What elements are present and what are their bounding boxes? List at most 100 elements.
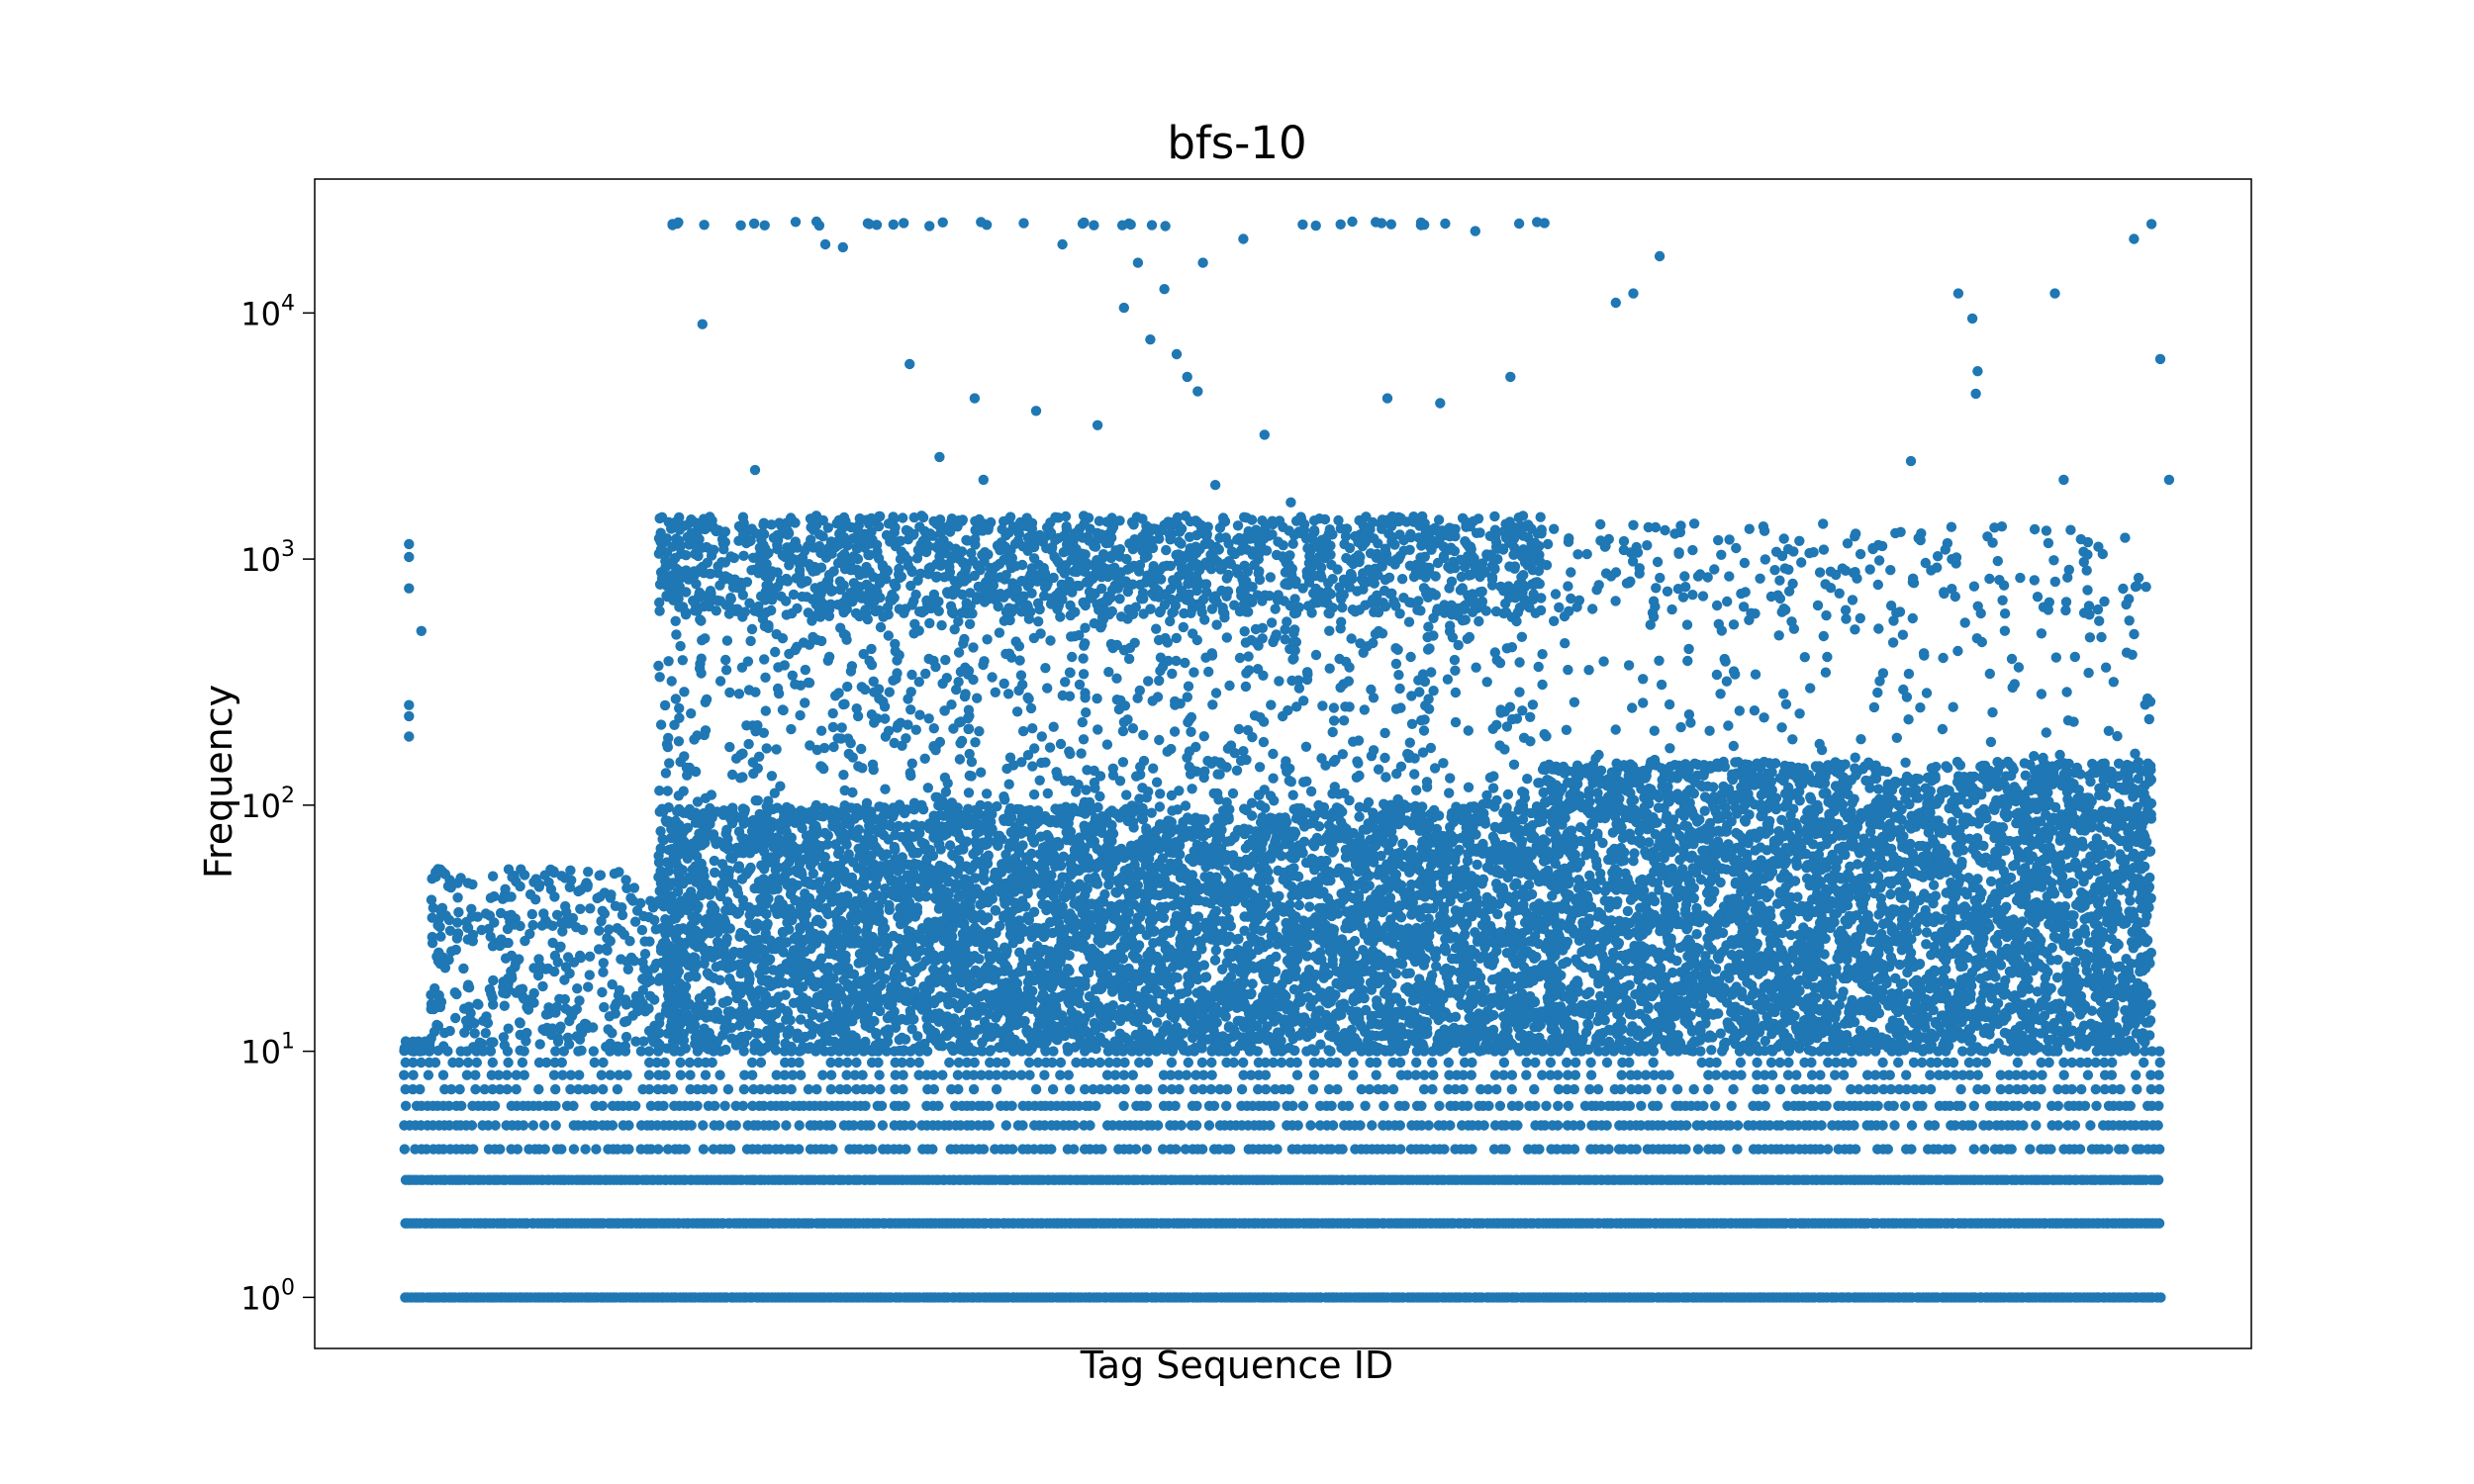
data-point [594, 925, 605, 936]
data-point [455, 873, 466, 883]
data-point [1306, 1044, 1317, 1055]
data-point [660, 1069, 671, 1080]
data-point [984, 1120, 995, 1131]
data-point [400, 1100, 412, 1112]
data-point [456, 1100, 467, 1112]
data-point [1888, 1100, 1899, 1112]
data-point [1821, 1083, 1833, 1095]
data-point [539, 870, 550, 881]
data-point [867, 1144, 878, 1155]
data-point [452, 892, 463, 903]
data-point [470, 1069, 481, 1080]
data-point [1428, 1069, 1439, 1080]
data-point [2153, 1083, 2165, 1095]
data-point [515, 984, 525, 995]
data-point [572, 983, 583, 994]
data-point [1419, 1069, 1430, 1080]
data-point [599, 1001, 610, 1013]
data-point [1284, 1083, 1295, 1095]
data-point [498, 987, 509, 998]
data-point [606, 889, 617, 900]
data-point [1068, 1144, 1080, 1155]
data-point [1966, 1120, 1978, 1131]
data-point [877, 1120, 889, 1131]
data-point [1955, 1083, 1966, 1095]
data-point [519, 1069, 529, 1080]
data-point [1291, 1057, 1302, 1068]
data-point [487, 1057, 498, 1068]
data-point [1925, 1069, 1936, 1080]
data-point [585, 903, 596, 914]
data-point [1394, 1120, 1406, 1131]
data-point [1752, 1057, 1762, 1068]
data-point [1096, 1144, 1107, 1155]
data-point [582, 1022, 594, 1034]
data-point [550, 1083, 561, 1095]
data-point [2006, 1144, 2017, 1155]
data-point [781, 1120, 792, 1131]
data-point [1980, 1057, 1992, 1068]
data-point [404, 538, 415, 550]
data-point [616, 954, 626, 965]
data-point [860, 1100, 871, 1112]
data-point [1512, 1120, 1523, 1131]
data-point [1872, 1100, 1883, 1112]
data-point [538, 1120, 550, 1131]
data-point [747, 1069, 758, 1080]
data-point [404, 583, 415, 594]
data-point [607, 1120, 618, 1131]
data-point [1692, 1144, 1704, 1155]
data-point [1270, 1100, 1281, 1112]
data-point [2153, 1069, 2164, 1080]
data-point [1276, 1057, 1287, 1068]
data-point [1091, 1100, 1101, 1112]
data-point [2058, 1069, 2069, 1080]
data-point [1063, 1069, 1075, 1080]
data-point [1736, 1069, 1747, 1080]
data-point [842, 1057, 853, 1068]
data-point [423, 1069, 434, 1080]
data-point [607, 978, 618, 990]
data-point [2052, 1120, 2064, 1131]
data-point [466, 1120, 478, 1131]
data-point [1307, 1083, 1319, 1095]
data-point [534, 961, 545, 972]
data-point [602, 945, 613, 956]
data-point [1506, 1083, 1518, 1095]
data-point [876, 1100, 888, 1112]
data-point [1932, 1057, 1943, 1068]
data-point [2046, 1144, 2056, 1155]
data-point [524, 888, 536, 900]
data-point [518, 1120, 529, 1131]
data-point [1816, 1120, 1827, 1131]
data-point [499, 1000, 510, 1011]
data-point [2013, 1100, 2024, 1112]
data-point [1171, 1144, 1182, 1155]
data-point [692, 1100, 703, 1112]
data-point [476, 924, 487, 936]
data-point [637, 957, 648, 968]
data-point [556, 1144, 567, 1155]
data-point [515, 1045, 525, 1056]
data-point [1925, 1083, 1937, 1095]
data-point [1574, 1120, 1586, 1131]
data-point [610, 1001, 620, 1012]
data-point [550, 1120, 561, 1131]
data-point [686, 1120, 697, 1131]
data-points [399, 216, 2175, 1303]
data-point [641, 976, 653, 988]
data-point [1563, 1100, 1574, 1112]
data-point [1260, 1069, 1272, 1080]
data-point [564, 1015, 575, 1027]
data-point [1735, 1057, 1747, 1068]
data-point [568, 1100, 579, 1112]
data-point [857, 1069, 868, 1080]
data-point [495, 1144, 506, 1155]
data-point [1348, 1069, 1359, 1080]
data-point [1134, 1057, 1145, 1068]
data-point [2066, 1083, 2077, 1095]
data-point [635, 897, 646, 909]
data-point [969, 1057, 980, 1068]
data-point [1102, 1083, 1114, 1095]
data-point [1228, 1057, 1239, 1068]
